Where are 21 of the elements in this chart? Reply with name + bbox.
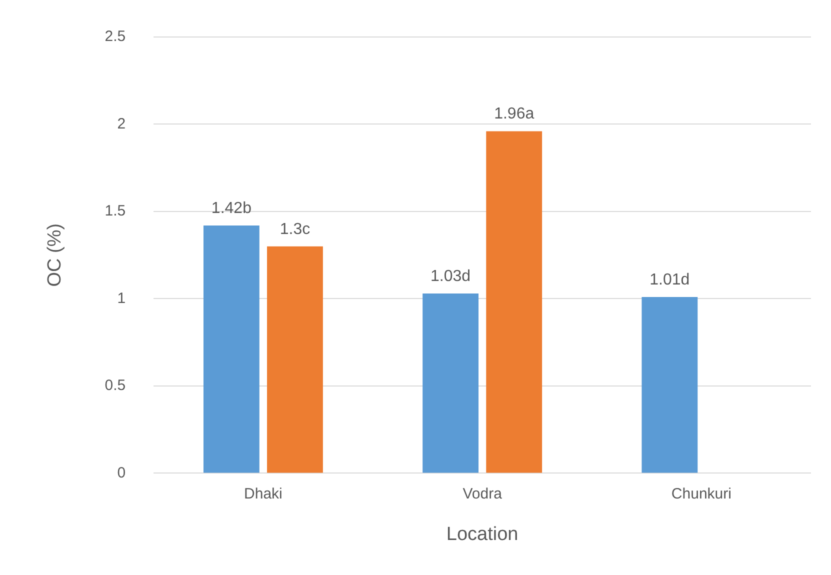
y-tick-label: 2 xyxy=(117,115,126,132)
y-tick-label: 0.5 xyxy=(104,377,126,394)
bar xyxy=(486,131,542,473)
x-tick-label: Vodra xyxy=(462,485,503,502)
data-label: 1.42b xyxy=(211,200,252,217)
bar xyxy=(267,246,323,473)
y-axis-title: OC (%) xyxy=(44,223,66,287)
data-label: 1.01d xyxy=(650,271,690,288)
y-tick-label: 1.5 xyxy=(104,202,126,220)
y-tick-label: 1 xyxy=(117,290,126,307)
x-tick-label: Chunkuri xyxy=(671,485,732,502)
x-tick-label: Dhaki xyxy=(244,485,282,502)
bar xyxy=(642,296,698,473)
x-axis-title: Location xyxy=(446,524,518,545)
data-label: 1.03d xyxy=(430,268,471,285)
bar xyxy=(422,293,479,473)
data-label: 1.96a xyxy=(494,106,534,123)
y-tick-label: 0 xyxy=(117,464,126,482)
data-label: 1.3c xyxy=(280,220,310,238)
bar xyxy=(203,225,260,473)
y-tick-label: 2.5 xyxy=(104,28,126,46)
